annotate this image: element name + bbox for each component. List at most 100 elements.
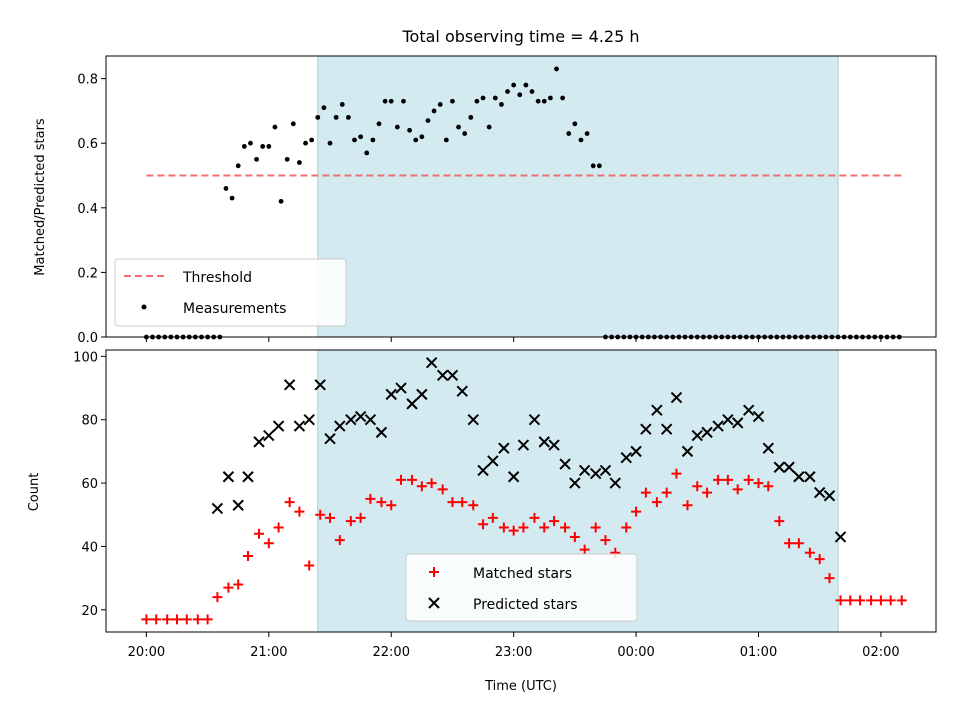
measurement-point <box>290 121 296 127</box>
predicted-star-point <box>731 417 744 429</box>
matched-star-point <box>763 481 774 492</box>
chart-title: Total observing time = 4.25 h <box>401 27 639 46</box>
predicted-star-point <box>559 458 571 470</box>
predicted-star-point <box>804 471 816 483</box>
matched-star-point <box>355 512 366 523</box>
measurement-point <box>425 118 431 123</box>
predicted-star-point <box>538 436 550 448</box>
top-y-tick-label: 0.6 <box>77 137 98 152</box>
matched-star-point <box>518 522 529 533</box>
predicted-star-point <box>446 369 459 382</box>
measurement-point <box>450 98 455 104</box>
x-tick-label: 02:00 <box>862 645 899 660</box>
predicted-star-point <box>569 477 581 489</box>
predicted-star-point <box>222 471 235 483</box>
measurement-point <box>266 144 272 149</box>
matched-star-point <box>713 474 724 485</box>
matched-star-point <box>192 614 203 625</box>
predicted-star-point <box>375 426 388 439</box>
matched-star-point <box>814 554 825 565</box>
predicted-star-point <box>314 379 326 391</box>
predicted-star-point <box>477 464 489 477</box>
predicted-star-point <box>272 420 285 432</box>
matched-star-point <box>508 525 519 536</box>
predicted-star-point <box>752 410 765 423</box>
matched-star-point <box>753 478 764 489</box>
predicted-star-point <box>456 385 468 397</box>
matched-star-point <box>793 538 804 549</box>
matched-star-point <box>529 512 540 523</box>
matched-star-point <box>386 500 397 511</box>
predicted-star-point <box>364 414 377 426</box>
measurement-point <box>566 131 572 136</box>
matched-star-point <box>273 522 284 533</box>
measurement-point <box>376 121 382 127</box>
matched-star-point <box>671 468 682 479</box>
measurement-point <box>394 124 400 130</box>
matched-star-point <box>447 497 458 508</box>
matched-star-point <box>141 614 152 625</box>
predicted-star-point <box>670 391 683 404</box>
predicted-star-point <box>578 464 591 477</box>
measurement-point <box>437 102 443 107</box>
count-plot: 20 40 60 80 100 20:00 21:00 22:00 23:00 00:00 01:… <box>27 349 937 694</box>
bottom-legend-box <box>405 553 638 622</box>
bottom-y-axis-label: Count <box>27 473 42 512</box>
predicted-star-point <box>354 410 367 423</box>
matched-star-point <box>539 522 550 533</box>
measurement-point <box>370 137 376 143</box>
predicted-star-point <box>385 388 397 401</box>
matched-star-point <box>692 481 703 492</box>
predicted-star-point <box>303 414 315 426</box>
matched-star-point <box>212 592 223 603</box>
measurement-point <box>535 98 541 104</box>
measurement-point <box>517 92 523 98</box>
matched-star-point <box>743 474 754 485</box>
predicted-star-point <box>783 461 795 473</box>
measurement-point <box>241 144 247 149</box>
top-y-tick-label: 0.8 <box>77 73 98 88</box>
matched-star-point <box>172 614 183 625</box>
measurement-point <box>511 82 517 88</box>
matched-star-point <box>151 614 162 625</box>
matched-star-point <box>702 487 713 498</box>
measurement-point <box>523 82 529 88</box>
legend-threshold-label: Threshold <box>182 270 252 286</box>
predicted-star-point <box>263 429 275 442</box>
matched-star-point <box>824 573 835 584</box>
predicted-star-point <box>722 414 734 426</box>
top-x-axis-ticks <box>145 337 882 342</box>
matched-star-point <box>162 614 173 625</box>
predicted-star-point <box>813 486 826 499</box>
matched-star-point <box>855 595 866 606</box>
matched-star-point <box>875 595 886 606</box>
legend-measurement-label: Measurements <box>183 301 286 317</box>
matched-star-point <box>845 595 856 606</box>
predicted-star-point <box>589 467 602 480</box>
matched-star-point <box>457 497 468 508</box>
predicted-star-point <box>487 455 499 467</box>
matched-star-point <box>334 535 345 546</box>
matched-star-point <box>651 497 662 508</box>
measurement-point <box>382 98 388 104</box>
predicted-star-point <box>742 404 755 416</box>
top-y-tick-label: 0.4 <box>77 202 98 217</box>
predicted-star-point <box>293 420 306 432</box>
matched-star-point <box>600 535 611 546</box>
measurement-point <box>584 131 590 136</box>
matched-star-point <box>254 528 265 539</box>
x-tick-label: 22:00 <box>373 645 410 660</box>
measurement-point <box>321 105 327 111</box>
x-tick-label: 21:00 <box>250 645 287 660</box>
matched-star-point <box>722 474 733 485</box>
legend-matched-label: Matched stars <box>473 566 572 582</box>
legend-predicted-swatch <box>428 597 440 609</box>
matched-star-point <box>304 560 315 571</box>
matched-star-point <box>549 516 560 527</box>
predicted-star-point <box>548 439 560 451</box>
matched-star-point <box>569 531 580 542</box>
measurement-point <box>547 95 553 101</box>
matched-star-point <box>661 487 672 498</box>
matched-star-point <box>621 522 632 533</box>
matched-star-point <box>263 538 274 549</box>
